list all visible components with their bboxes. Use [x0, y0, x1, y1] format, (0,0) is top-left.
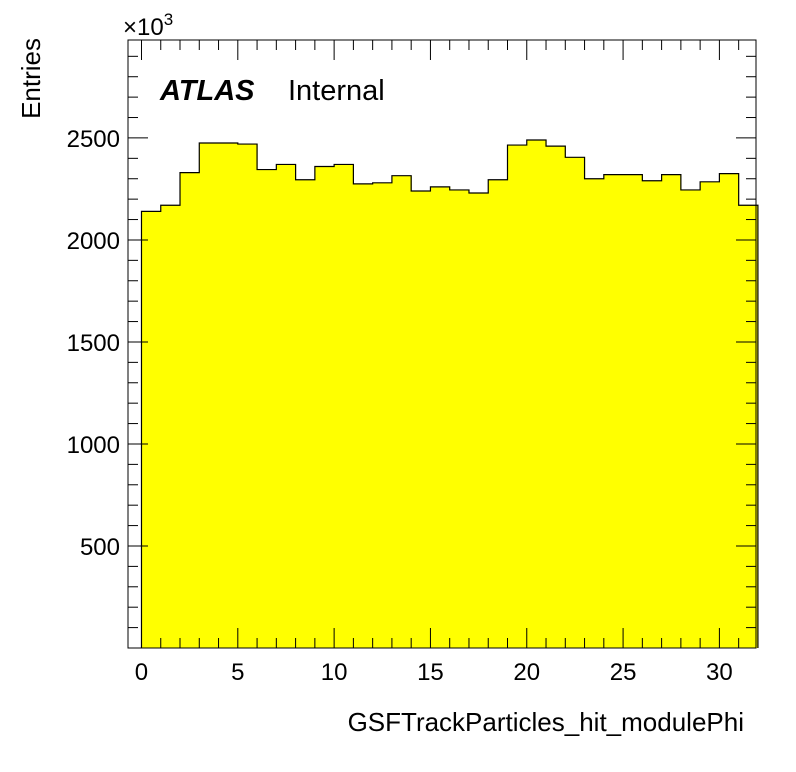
histogram-bin: [391, 175, 412, 648]
y-multiplier-label: ×103: [123, 10, 173, 41]
histogram-bin: [199, 143, 220, 648]
histogram-bin: [488, 179, 509, 648]
x-axis-title: GSFTrackParticles_hit_modulePhi: [348, 707, 744, 737]
histogram-bin: [623, 174, 643, 648]
y-tick-label: 2000: [67, 228, 120, 255]
histogram-bin: [314, 166, 335, 648]
x-tick-label: 30: [706, 659, 733, 686]
histogram-bin: [565, 157, 586, 648]
histogram-bin: [719, 173, 740, 649]
x-tick-label: 20: [513, 659, 540, 686]
histogram-bin: [603, 174, 624, 648]
x-tick-labels: 0 5 10 15 20 25 30: [135, 659, 733, 686]
y-multiplier-base: ×10: [123, 14, 164, 41]
y-tick-label: 2500: [67, 126, 120, 153]
histogram-bin: [295, 179, 316, 648]
histogram-bin: [411, 190, 432, 648]
histogram-bin: [257, 169, 277, 648]
histogram-bin: [642, 180, 663, 649]
x-tick-label: 15: [417, 659, 444, 686]
axis-ticks: [128, 40, 756, 648]
y-tick-label: 1500: [67, 330, 120, 357]
histogram-bin: [700, 181, 720, 649]
x-tick-label: 25: [610, 659, 637, 686]
histogram-bin: [237, 144, 258, 648]
histogram-bin: [449, 189, 470, 649]
histogram-bin: [141, 211, 162, 648]
x-tick-label: 10: [321, 659, 348, 686]
histogram-bin: [546, 146, 566, 648]
histogram-bin: [661, 174, 682, 648]
histogram-bin: [584, 178, 605, 648]
histogram-bin: [334, 164, 354, 649]
histogram-bars: [140, 139, 759, 649]
histogram-bin: [218, 143, 239, 648]
y-tick-labels: 500 1000 1500 2000 2500: [67, 126, 120, 561]
y-tick-label: 500: [80, 534, 120, 561]
y-multiplier-exponent: 3: [164, 10, 173, 29]
histogram-outline: [140, 139, 759, 648]
histogram-bin: [353, 183, 374, 648]
histogram-bin: [507, 145, 528, 648]
y-axis-title: Entries: [16, 38, 46, 119]
histogram-bin: [180, 172, 200, 649]
histogram-bin: [276, 164, 297, 649]
atlas-status-label: Internal: [288, 75, 385, 107]
atlas-label: ATLAS: [159, 75, 255, 107]
histogram-bin: [738, 205, 759, 648]
x-tick-label: 5: [231, 659, 244, 686]
plot-frame: [127, 39, 757, 649]
histogram-bin: [526, 139, 547, 649]
histogram-bin: [680, 189, 701, 649]
x-tick-label: 0: [135, 659, 148, 686]
histogram-bin: [430, 186, 451, 648]
y-tick-label: 1000: [67, 432, 120, 459]
histogram-bin: [468, 193, 489, 648]
histogram-bin: [372, 182, 393, 648]
histogram-bin: [160, 205, 181, 648]
